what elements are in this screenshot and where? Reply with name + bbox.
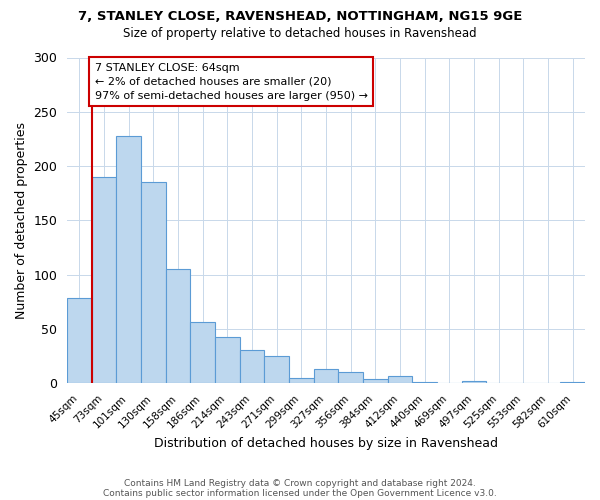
Bar (363, 379, 388, 384)
Text: 7, STANLEY CLOSE, RAVENSHEAD, NOTTINGHAM, NG15 9GE: 7, STANLEY CLOSE, RAVENSHEAD, NOTTINGHAM… (78, 10, 522, 23)
Bar (215, 337, 240, 384)
Bar (289, 378, 314, 384)
Bar (141, 182, 166, 384)
Text: 7 STANLEY CLOSE: 64sqm
← 2% of detached houses are smaller (20)
97% of semi-deta: 7 STANLEY CLOSE: 64sqm ← 2% of detached … (95, 63, 368, 101)
Text: Contains HM Land Registry data © Crown copyright and database right 2024.: Contains HM Land Registry data © Crown c… (124, 478, 476, 488)
Y-axis label: Number of detached properties: Number of detached properties (15, 122, 28, 319)
Bar (560, 382, 585, 384)
Bar (92, 177, 116, 384)
Bar (314, 370, 338, 384)
Text: Contains public sector information licensed under the Open Government Licence v3: Contains public sector information licen… (103, 488, 497, 498)
Bar (338, 372, 363, 384)
Bar (67, 298, 92, 384)
Bar (116, 136, 141, 384)
Bar (166, 270, 190, 384)
Bar (240, 350, 265, 384)
Bar (412, 382, 437, 384)
Bar (190, 322, 215, 384)
Text: Size of property relative to detached houses in Ravenshead: Size of property relative to detached ho… (123, 28, 477, 40)
Bar (265, 356, 289, 384)
Bar (462, 382, 487, 384)
X-axis label: Distribution of detached houses by size in Ravenshead: Distribution of detached houses by size … (154, 437, 498, 450)
Bar (388, 376, 412, 384)
